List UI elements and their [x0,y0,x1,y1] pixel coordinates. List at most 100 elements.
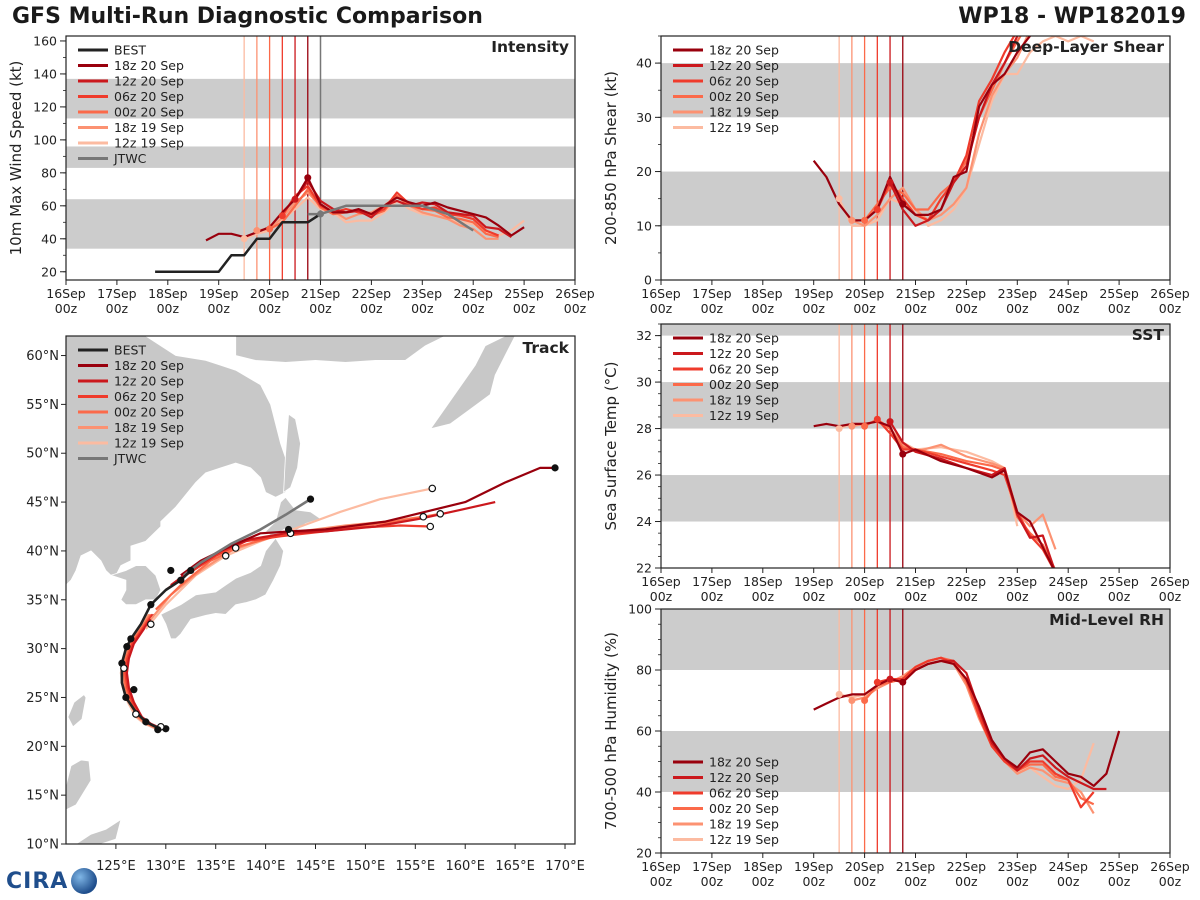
track-end-point [419,512,428,521]
series-line [877,656,1095,809]
forecast-point [147,620,155,628]
legend-label: 18z 20 Sep [709,755,779,770]
y-tick-label: 30°N [26,642,59,657]
legend-label: 12z 20 Sep [709,770,779,785]
init-point [835,690,843,698]
x-tick-label: 00z [853,589,876,604]
x-tick-label: 00z [752,589,775,604]
x-tick-label: 23Sep [998,859,1038,874]
best-track-point [177,576,185,584]
x-tick-label: 00z [462,301,485,316]
x-tick-label: 00z [1057,874,1080,889]
legend-label: JTWC [113,451,147,466]
y-tick-label: 40 [636,785,652,800]
legend-label: 12z 19 Sep [709,408,779,423]
x-tick-label: 19Sep [794,859,834,874]
y-tick-label: 25°N [26,691,59,706]
threshold-band [661,171,1170,226]
x-tick-label: 20Sep [845,574,885,589]
track-line [180,466,555,577]
y-tick-label: 120 [33,99,57,114]
init-point [886,675,894,683]
legend-label: 18z 19 Sep [114,420,184,435]
series-line [294,180,512,239]
y-tick-label: 20°N [26,740,59,755]
x-tick-label: 25Sep [504,286,544,301]
panel-title: Intensity [491,38,569,56]
track-end-point [551,464,559,472]
y-tick-label: 40 [636,56,652,71]
x-tick-label: 145°E [296,859,336,874]
legend-label: 00z 20 Sep [114,105,184,120]
analysis-point [130,686,138,694]
y-tick-label: 20 [41,264,57,279]
track-end-point [306,495,315,503]
series-group [155,174,525,274]
legend-label: 18z 20 Sep [114,358,184,373]
x-tick-label: 24Sep [453,286,493,301]
init-point [873,678,881,686]
x-tick-label: 00z [853,874,876,889]
panel-title: Track [523,339,570,357]
x-tick-label: 135°E [196,859,236,874]
threshold-band [661,475,1170,522]
panel-title: Deep-Layer Shear [1008,38,1164,56]
land-asia-mainland [66,336,292,586]
track-line [165,524,431,591]
init-point [266,225,274,233]
land-honshu-kyushu [160,537,285,640]
init-point [848,216,856,224]
x-tick-label: 18Sep [148,286,188,301]
x-tick-label: 150°E [346,859,386,874]
legend-label: 18z 19 Sep [709,105,779,120]
legend-label: 00z 20 Sep [709,89,779,104]
init-point [240,235,248,243]
storm-id: WP18 - WP182019 [958,4,1186,29]
x-tick-label: 00z [1159,874,1182,889]
track-chart: 125°E 130°E 135°E 140°E 145°E 150°E 155°E 160°E… [26,335,585,874]
x-tick-label: 00z [1006,589,1029,604]
x-tick-label: 00z [1108,874,1131,889]
legend-label: BEST [114,43,146,58]
y-tick-label: 35°N [26,593,59,608]
series-group [813,656,1121,814]
series-line [155,213,322,274]
x-tick-label: 19Sep [794,286,834,301]
x-tick-label: 00z [802,301,825,316]
x-tick-label: 00z [1108,301,1131,316]
x-tick-label: 00z [1057,301,1080,316]
land-sakhalin [283,413,301,494]
land-mindoro-samar [75,818,122,844]
x-tick-label: 00z [1159,301,1182,316]
x-tick-label: 160°E [445,859,485,874]
y-tick-label: 40 [41,231,57,246]
legend-label: 18z 19 Sep [709,393,779,408]
y-axis-label: Sea Surface Temp (°C) [602,361,620,530]
y-tick-label: 30 [636,110,652,125]
y-tick-label: 80 [636,663,652,678]
x-tick-label: 00z [513,301,536,316]
legend-label: 06z 20 Sep [114,389,184,404]
x-tick-label: 00z [106,301,129,316]
page-title: GFS Multi-Run Diagnostic Comparison [12,4,483,29]
x-tick-label: 24Sep [1048,859,1088,874]
series-group [812,36,1095,227]
y-tick-label: 0 [644,273,652,288]
y-tick-label: 160 [33,33,57,48]
x-tick-label: 22Sep [947,286,987,301]
panel-title: Mid-Level RH [1049,611,1164,629]
y-axis-label: 700-500 hPa Humidity (%) [602,632,620,830]
x-tick-label: 17Sep [692,574,732,589]
x-tick-label: 00z [955,589,978,604]
y-tick-label: 20 [636,164,652,179]
x-tick-label: 00z [360,301,383,316]
x-tick-label: 00z [701,589,724,604]
init-point [899,678,907,686]
x-tick-label: 18Sep [743,574,783,589]
y-tick-label: 15°N [26,789,59,804]
y-tick-label: 55°N [26,398,59,413]
series-line [851,36,1029,227]
x-tick-label: 20Sep [845,286,885,301]
x-tick-label: 165°E [495,859,535,874]
